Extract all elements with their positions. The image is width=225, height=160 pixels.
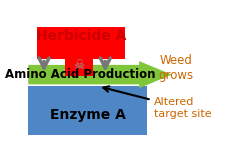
Text: Enzyme A: Enzyme A <box>50 108 125 122</box>
Text: Altered
target site: Altered target site <box>103 86 211 119</box>
Text: Weed
grows: Weed grows <box>158 54 193 83</box>
Text: ☠: ☠ <box>73 59 84 72</box>
FancyBboxPatch shape <box>65 55 93 76</box>
FancyBboxPatch shape <box>28 86 147 135</box>
Text: Amino Acid Production: Amino Acid Production <box>5 68 155 81</box>
Polygon shape <box>28 61 171 88</box>
FancyBboxPatch shape <box>37 27 124 59</box>
Text: Herbicide A: Herbicide A <box>36 29 125 44</box>
